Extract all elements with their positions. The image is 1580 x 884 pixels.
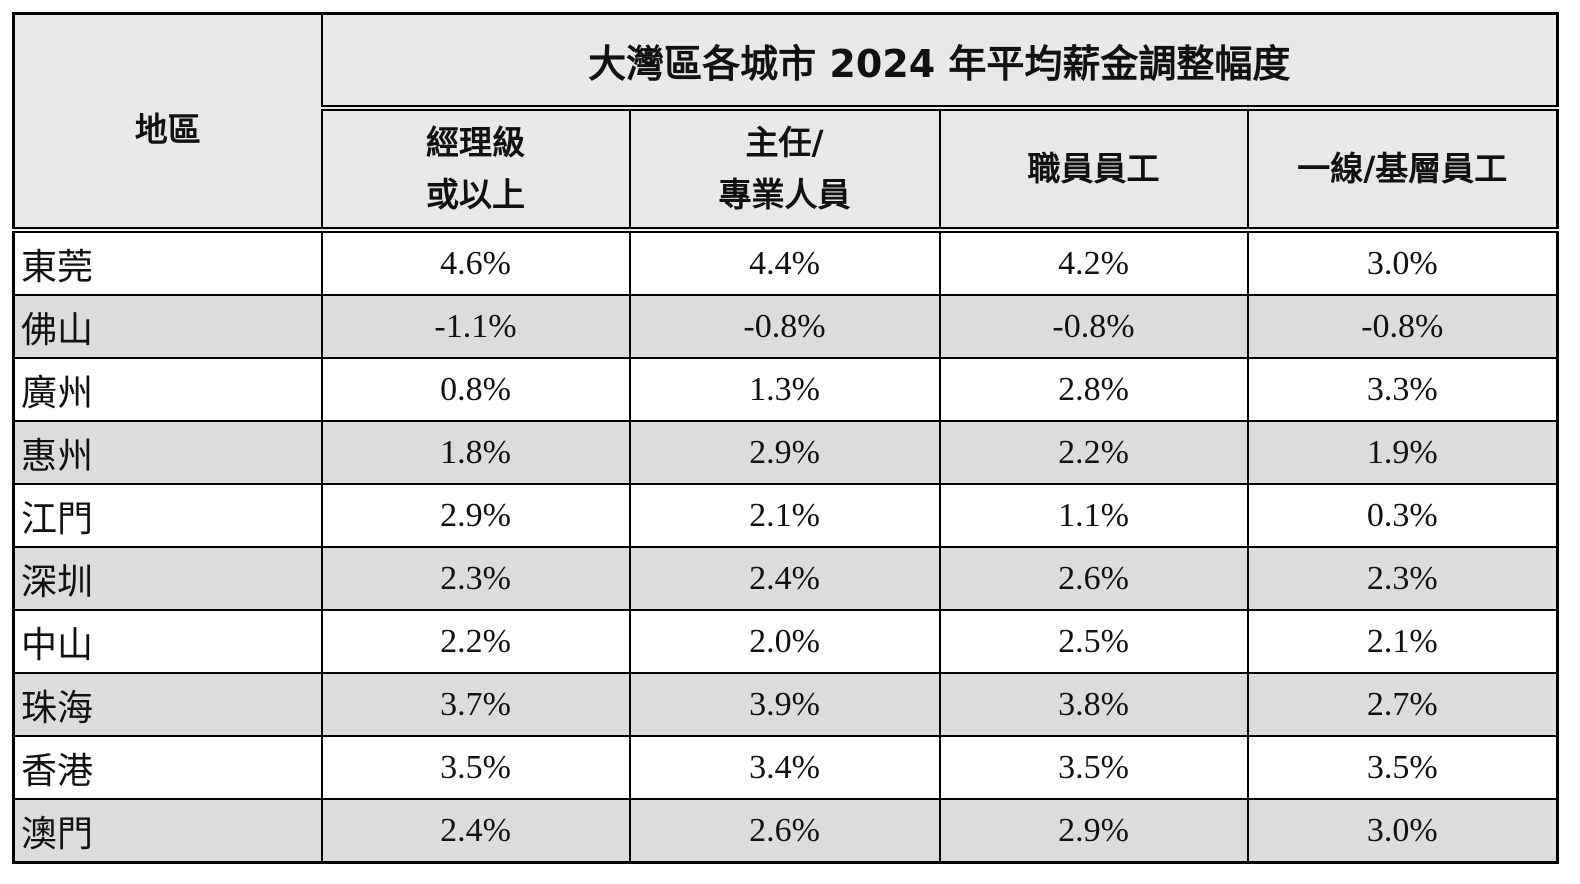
region-cell: 東莞 <box>12 229 323 296</box>
subheader-row: 經理級 或以上 主任/專業人員 職員員工 一線/基層員工 <box>14 107 1559 233</box>
region-cell: 香港 <box>12 735 323 800</box>
table-row: 佛山 -1.1% -0.8% -0.8% -0.8% <box>12 294 1559 359</box>
value-cell: 2.9% <box>938 798 1249 864</box>
table-row: 廣州 0.8% 1.3% 2.8% 3.3% <box>12 357 1559 422</box>
table-body: 東莞 4.6% 4.4% 4.2% 3.0% 佛山 -1.1% -0.8% -0.8% -0.8%… <box>12 229 1559 864</box>
value-cell: 2.3% <box>320 546 631 611</box>
column-header: 經理級 或以上 <box>320 107 631 233</box>
value-cell: 2.9% <box>320 483 631 548</box>
value-cell: 2.2% <box>938 420 1249 485</box>
value-cell: 2.0% <box>628 609 941 674</box>
table-row: 中山 2.2% 2.0% 2.5% 2.1% <box>12 609 1559 674</box>
table-row: 江門 2.9% 2.1% 1.1% 0.3% <box>12 483 1559 548</box>
column-header: 主任/專業人員 <box>628 107 941 233</box>
value-cell: 4.4% <box>628 229 941 296</box>
value-cell: -1.1% <box>320 294 631 359</box>
table-row: 珠海 3.7% 3.9% 3.8% 2.7% <box>12 672 1559 737</box>
region-cell: 佛山 <box>12 294 323 359</box>
table-head: 地區 大灣區各城市 2024 年平均薪金調整幅度 經理級 或以上 主任/專業人員 職員… <box>12 12 1559 233</box>
value-cell: -0.8% <box>938 294 1249 359</box>
value-cell: 2.9% <box>628 420 941 485</box>
region-cell: 中山 <box>12 609 323 674</box>
region-cell: 廣州 <box>12 357 323 422</box>
head-row: 地區 大灣區各城市 2024 年平均薪金調整幅度 <box>12 12 1559 233</box>
value-cell: 3.4% <box>628 735 941 800</box>
column-header: 一線/基層員工 <box>1246 107 1559 233</box>
value-cell: 2.6% <box>938 546 1249 611</box>
value-cell: 2.5% <box>938 609 1249 674</box>
value-cell: 4.2% <box>938 229 1249 296</box>
value-cell: 1.8% <box>320 420 631 485</box>
value-cell: 2.7% <box>1246 672 1559 737</box>
region-cell: 深圳 <box>12 546 323 611</box>
region-cell: 澳門 <box>12 798 323 864</box>
table-title: 大灣區各城市 2024 年平均薪金調整幅度 <box>320 12 1559 111</box>
value-cell: 3.0% <box>1246 229 1559 296</box>
column-header-line: 一線/基層員工 <box>1297 149 1508 188</box>
column-header-line: 職員員工 <box>1027 149 1160 188</box>
region-cell: 珠海 <box>12 672 323 737</box>
value-cell: 3.8% <box>938 672 1249 737</box>
value-cell: 1.1% <box>938 483 1249 548</box>
value-cell: 4.6% <box>320 229 631 296</box>
value-cell: 3.7% <box>320 672 631 737</box>
table-row: 惠州 1.8% 2.9% 2.2% 1.9% <box>12 420 1559 485</box>
value-cell: 3.9% <box>628 672 941 737</box>
column-header-line: 主任/ <box>745 123 824 162</box>
value-cell: 1.9% <box>1246 420 1559 485</box>
column-header-line: 專業人員 <box>718 175 851 214</box>
table-row: 東莞 4.6% 4.4% 4.2% 3.0% <box>12 229 1559 296</box>
value-cell: 0.8% <box>320 357 631 422</box>
value-cell: 2.4% <box>628 546 941 611</box>
value-cell: 2.6% <box>628 798 941 864</box>
table-row: 深圳 2.3% 2.4% 2.6% 2.3% <box>12 546 1559 611</box>
salary-table: 地區 大灣區各城市 2024 年平均薪金調整幅度 經理級 或以上 主任/專業人員 職員… <box>12 12 1560 864</box>
value-cell: 2.1% <box>628 483 941 548</box>
value-cell: -0.8% <box>1246 294 1559 359</box>
table-row: 香港 3.5% 3.4% 3.5% 3.5% <box>12 735 1559 800</box>
column-header: 職員員工 <box>938 107 1249 233</box>
value-cell: 3.5% <box>320 735 631 800</box>
value-cell: 3.0% <box>1246 798 1559 864</box>
value-cell: 2.1% <box>1246 609 1559 674</box>
value-cell: 2.2% <box>320 609 631 674</box>
region-cell: 惠州 <box>12 420 323 485</box>
table-wrap: 地區 大灣區各城市 2024 年平均薪金調整幅度 經理級 或以上 主任/專業人員 職員… <box>12 12 1560 864</box>
value-cell: 2.3% <box>1246 546 1559 611</box>
value-cell: 0.3% <box>1246 483 1559 548</box>
value-cell: 3.3% <box>1246 357 1559 422</box>
table-row: 澳門 2.4% 2.6% 2.9% 3.0% <box>12 798 1559 864</box>
value-cell: 2.8% <box>938 357 1249 422</box>
value-cell: 1.3% <box>628 357 941 422</box>
column-header-line: 經理級 <box>426 123 525 162</box>
value-cell: 2.4% <box>320 798 631 864</box>
value-cell: 3.5% <box>938 735 1249 800</box>
value-cell: -0.8% <box>628 294 941 359</box>
value-cell: 3.5% <box>1246 735 1559 800</box>
column-header-line: 或以上 <box>426 175 525 214</box>
region-cell: 江門 <box>12 483 323 548</box>
region-header: 地區 <box>12 12 323 233</box>
